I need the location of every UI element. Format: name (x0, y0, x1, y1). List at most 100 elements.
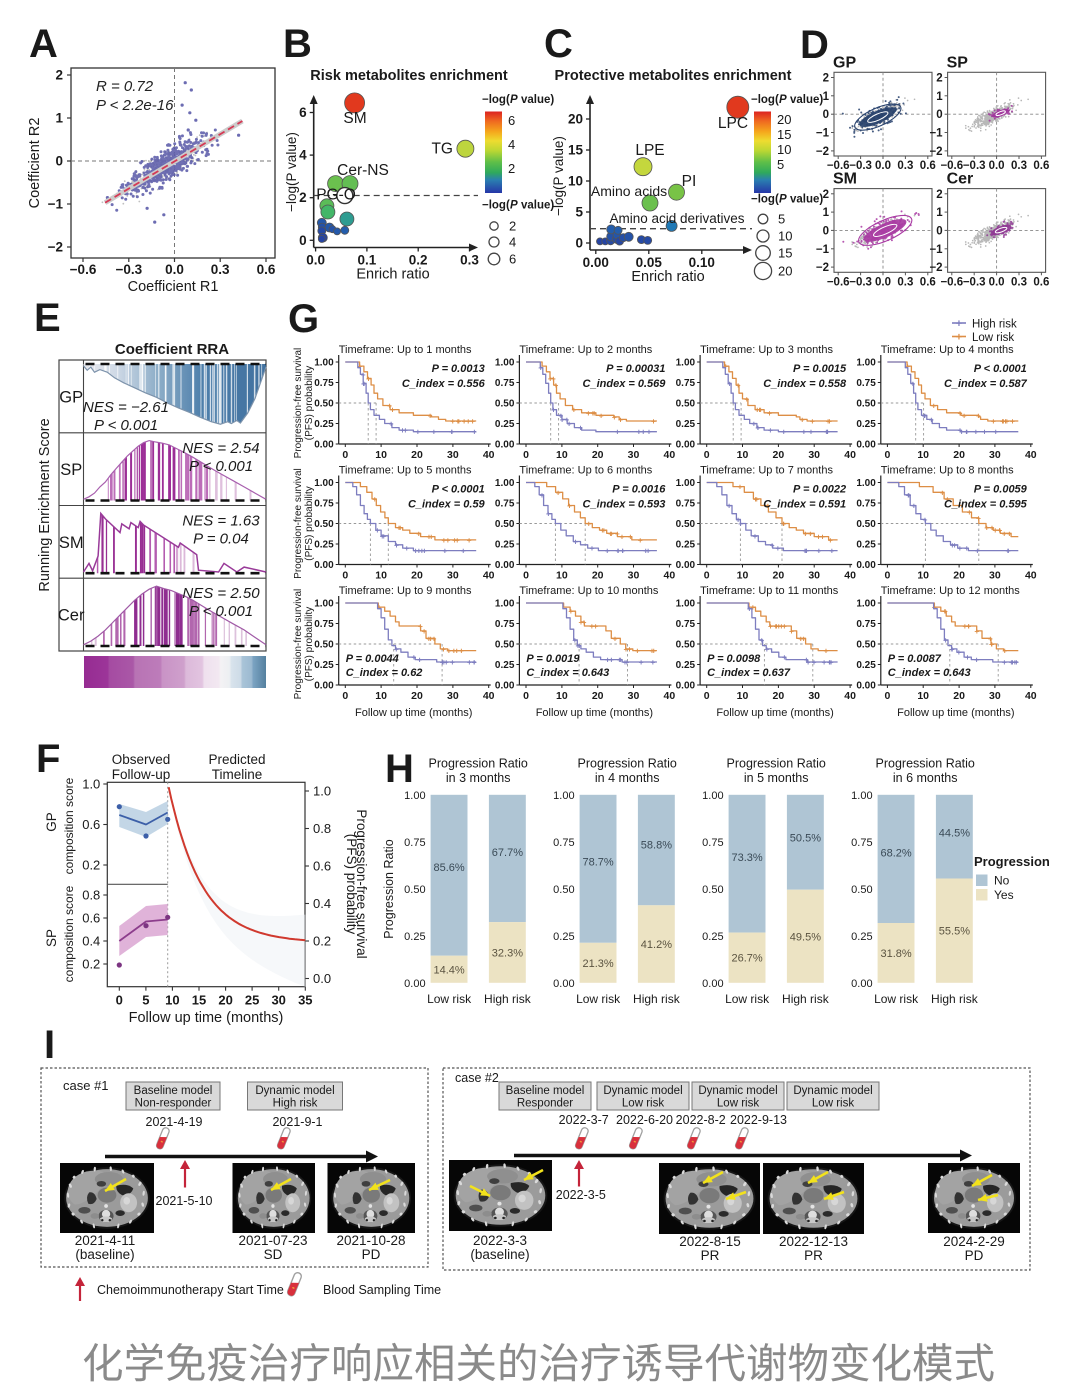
svg-text:+: + (757, 405, 762, 415)
svg-text:30: 30 (989, 570, 1001, 582)
svg-text:PR: PR (701, 1248, 720, 1263)
svg-text:Low risk: Low risk (427, 992, 472, 1006)
svg-text:+: + (651, 646, 656, 656)
svg-text:+: + (827, 416, 832, 426)
svg-text:+: + (361, 378, 366, 388)
svg-text:(PFS) probability: (PFS) probability (344, 834, 359, 935)
svg-text:SM: SM (833, 171, 857, 188)
svg-text:+: + (624, 644, 629, 654)
svg-text:+: + (775, 543, 780, 553)
svg-text:+: + (989, 639, 994, 649)
svg-text:20: 20 (953, 570, 965, 582)
svg-text:+: + (975, 546, 980, 556)
svg-text:+: + (956, 332, 962, 344)
svg-text:+: + (1014, 657, 1019, 667)
svg-text:C_index = 0.593: C_index = 0.593 (583, 499, 666, 511)
svg-text:+: + (964, 543, 969, 553)
svg-text:20: 20 (953, 690, 965, 702)
svg-text:C_index = 0.59: C_index = 0.59 (408, 499, 486, 511)
svg-text:2: 2 (936, 73, 942, 85)
svg-text:Low risk: Low risk (972, 332, 1014, 344)
svg-text:+: + (956, 647, 961, 657)
svg-text:+: + (990, 523, 995, 533)
svg-text:Cer: Cer (947, 171, 974, 188)
svg-text:+: + (943, 606, 948, 616)
svg-text:0.1: 0.1 (358, 253, 377, 268)
svg-text:+: + (1003, 416, 1008, 426)
svg-text:+: + (403, 425, 408, 435)
svg-text:Progression Ratio: Progression Ratio (429, 757, 528, 771)
svg-text:+: + (768, 621, 773, 631)
svg-text:10: 10 (375, 690, 387, 702)
svg-text:0: 0 (116, 993, 123, 1008)
svg-text:C_index = 0.62: C_index = 0.62 (346, 667, 423, 679)
svg-text:30: 30 (447, 449, 459, 461)
svg-text:0.75: 0.75 (856, 499, 876, 510)
svg-text:C_index = 0.643: C_index = 0.643 (526, 667, 609, 679)
svg-text:+: + (572, 635, 577, 645)
svg-text:+: + (804, 546, 809, 556)
svg-text:0.6: 0.6 (1033, 276, 1049, 288)
svg-text:Timeframe: Up to 7 months: Timeframe: Up to 7 months (700, 465, 833, 477)
svg-text:0.6: 0.6 (1033, 160, 1049, 172)
svg-text:Amino acids: Amino acids (591, 183, 667, 199)
svg-text:1.00: 1.00 (856, 478, 876, 489)
svg-text:0.2: 0.2 (82, 957, 100, 972)
svg-text:+: + (546, 509, 551, 519)
svg-text:0.3: 0.3 (1011, 276, 1027, 288)
svg-text:PI: PI (682, 173, 697, 190)
svg-text:+: + (825, 427, 830, 437)
svg-text:+: + (1005, 546, 1010, 556)
svg-text:+: + (989, 639, 994, 649)
svg-text:Progression Ratio: Progression Ratio (727, 757, 826, 771)
svg-text:+: + (932, 602, 937, 612)
svg-text:Progression-free survival: Progression-free survival (293, 468, 304, 579)
svg-text:10: 10 (165, 993, 179, 1008)
svg-text:0.00: 0.00 (553, 978, 574, 990)
svg-text:Timeframe: Up to 8 months: Timeframe: Up to 8 months (881, 465, 1014, 477)
svg-text:Yes: Yes (994, 888, 1014, 902)
svg-text:P < 2.2e-16: P < 2.2e-16 (96, 97, 174, 114)
svg-text:+: + (553, 380, 558, 390)
svg-text:Follow-up: Follow-up (112, 767, 171, 782)
svg-text:0.3: 0.3 (1011, 160, 1027, 172)
svg-text:+: + (942, 606, 947, 616)
svg-text:+: + (965, 652, 970, 662)
svg-text:+: + (789, 626, 794, 636)
svg-text:C_index = 0.643: C_index = 0.643 (888, 667, 971, 679)
svg-text:1.00: 1.00 (676, 599, 696, 610)
svg-text:Timeframe: Up to 9 months: Timeframe: Up to 9 months (339, 585, 472, 597)
svg-text:+: + (617, 655, 622, 665)
svg-text:+: + (467, 657, 472, 667)
svg-text:+: + (650, 646, 655, 656)
svg-text:0: 0 (823, 225, 829, 237)
svg-text:2024-2-29: 2024-2-29 (943, 1234, 1005, 1249)
svg-text:50.5%: 50.5% (790, 833, 821, 845)
svg-text:+: + (824, 646, 829, 656)
svg-text:Timeframe: Up to 5 months: Timeframe: Up to 5 months (339, 465, 472, 477)
svg-text:20: 20 (592, 690, 604, 702)
svg-text:2022-3-5: 2022-3-5 (556, 1188, 606, 1202)
svg-text:15: 15 (192, 993, 206, 1008)
svg-text:20: 20 (777, 112, 791, 127)
svg-text:+: + (754, 494, 759, 504)
svg-text:+: + (590, 543, 595, 553)
svg-text:0.75: 0.75 (495, 378, 515, 389)
svg-text:0.00: 0.00 (851, 978, 872, 990)
svg-text:F: F (36, 737, 60, 781)
svg-text:0: 0 (823, 109, 829, 121)
svg-text:No: No (994, 874, 1010, 888)
svg-text:10: 10 (556, 449, 568, 461)
svg-text:+: + (560, 414, 565, 424)
svg-text:0.75: 0.75 (404, 837, 425, 849)
svg-text:+: + (922, 410, 927, 420)
svg-text:0.75: 0.75 (495, 619, 515, 630)
svg-text:P = 0.0098: P = 0.0098 (707, 653, 761, 665)
svg-text:0.3: 0.3 (897, 276, 913, 288)
svg-text:0.50: 0.50 (856, 519, 876, 530)
svg-text:+: + (767, 408, 772, 418)
svg-text:0.6: 0.6 (82, 817, 100, 832)
svg-text:+: + (605, 546, 610, 556)
svg-text:+: + (444, 657, 449, 667)
svg-text:+: + (372, 494, 377, 504)
